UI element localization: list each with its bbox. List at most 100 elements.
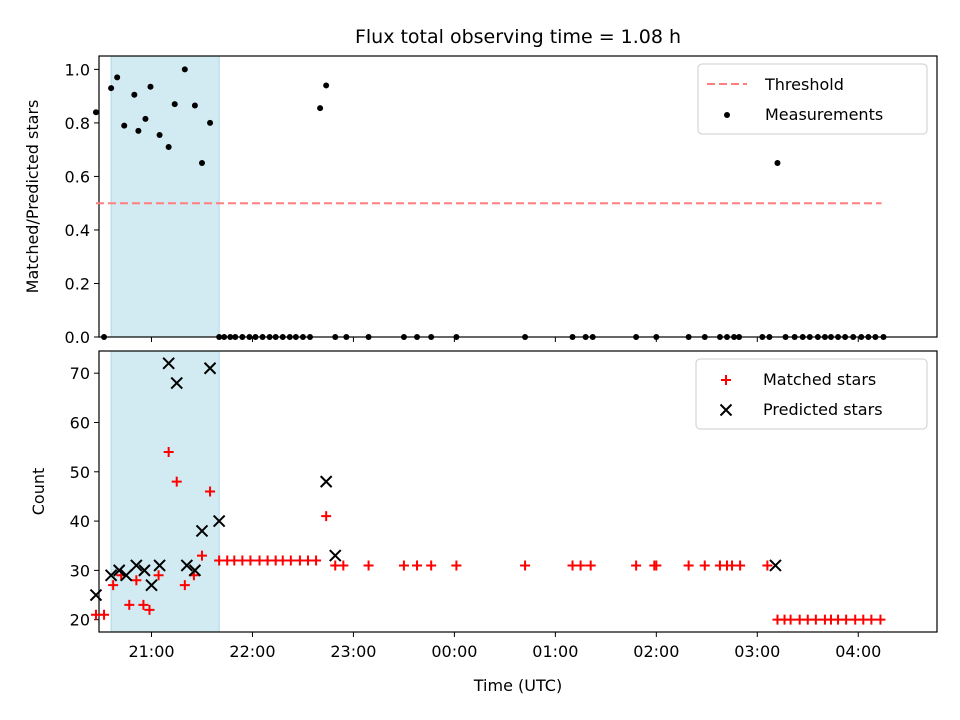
measurement-point	[653, 334, 660, 340]
x-tick-label: 00:00	[431, 642, 477, 661]
y-axis-label: Count	[29, 468, 48, 516]
legend-predicted-label: Predicted stars	[763, 400, 883, 419]
matched-star-point	[875, 614, 886, 625]
matched-star-point	[810, 614, 821, 625]
chart-title: Flux total observing time = 1.08 h	[355, 26, 681, 48]
measurement-point	[858, 334, 865, 340]
predicted-star-point	[145, 578, 158, 592]
measurement-point	[453, 334, 460, 340]
measurement-point	[821, 334, 828, 340]
x-tick-label: 22:00	[229, 642, 275, 661]
measurement-point	[589, 334, 596, 340]
predicted-star-point	[162, 357, 175, 370]
measurement-point	[522, 334, 529, 340]
predicted-star-point	[195, 524, 209, 538]
bottom-panel-count: 20 30 40 50 60 70 21:00 22:00 23:00 00:00 01:00 02:…	[29, 350, 938, 661]
measurement-point	[716, 334, 723, 340]
predicted-star-point	[319, 475, 333, 488]
measurement-point	[299, 334, 306, 340]
predicted-star-point	[170, 376, 183, 390]
matched-star-point	[735, 560, 746, 571]
matched-star-point	[124, 599, 135, 610]
measurement-point	[92, 109, 99, 116]
predicted-star-point	[130, 559, 143, 572]
matched-star-point	[153, 570, 164, 581]
matched-star-point	[585, 560, 596, 571]
measurement-point	[850, 334, 857, 340]
legend-frame	[697, 63, 928, 135]
x-tick-label: 02:00	[633, 642, 679, 661]
top-panel-ratio: 0.0 0.2 0.4 0.6 0.8 1.0 Matched/Predicted star…	[23, 55, 938, 347]
matched-star-point	[285, 555, 296, 566]
measurement-point	[774, 160, 781, 167]
measurement-point	[343, 334, 350, 340]
y-tick-label: 20	[70, 611, 90, 630]
matched-star-point	[451, 560, 462, 571]
matched-star-point	[426, 560, 437, 571]
predicted-star-point	[769, 559, 782, 572]
predicted-star-point	[120, 569, 133, 582]
measurement-point	[791, 334, 798, 340]
legend-threshold-label: Threshold	[764, 75, 844, 94]
legend-frame	[695, 358, 928, 430]
x-tick-label: 03:00	[734, 642, 780, 661]
measurement-point	[414, 334, 421, 340]
measurement-point	[279, 334, 286, 340]
x-tick-label: 23:00	[330, 642, 376, 661]
matched-star-point	[631, 560, 642, 571]
measurement-point	[701, 334, 708, 340]
measurement-point	[286, 334, 293, 340]
axes-frame	[98, 350, 938, 633]
measurement-point	[400, 334, 407, 340]
measurement-point	[171, 101, 178, 108]
matched-star-point	[179, 580, 190, 591]
measurement-point	[198, 160, 205, 167]
measurement-point	[880, 334, 887, 340]
predicted-star-point	[153, 559, 166, 572]
legend-matched-swatch	[721, 375, 731, 385]
y-tick-label: 0.0	[65, 328, 90, 347]
measurement-point	[323, 82, 330, 89]
matched-star-point	[131, 575, 142, 586]
measurement-point	[147, 83, 154, 90]
measurement-point	[872, 334, 879, 340]
measurement-point	[633, 334, 640, 340]
predicted-star-point	[203, 362, 217, 375]
measurement-point	[272, 334, 279, 340]
x-tick-label: 21:00	[128, 642, 174, 661]
measurement-point	[191, 102, 198, 109]
measurement-point	[865, 334, 872, 340]
measurement-point	[827, 334, 834, 340]
matched-star-point	[363, 560, 374, 571]
measurement-point	[292, 334, 299, 340]
legend-measurements-swatch	[724, 112, 730, 118]
measurement-point	[216, 334, 223, 340]
predicted-star-point	[329, 549, 342, 562]
predicted-star-point	[180, 559, 194, 572]
measurement-point	[365, 334, 372, 340]
measurement-point	[227, 334, 234, 340]
legend-measurements-label: Measurements	[765, 105, 883, 124]
y-tick-label: 60	[70, 413, 90, 432]
measurement-point	[723, 334, 730, 340]
measurement-point	[142, 115, 149, 122]
matched-star-point	[245, 555, 256, 566]
matched-star-point	[762, 560, 773, 571]
matched-star-point	[683, 560, 694, 571]
measurement-point	[246, 334, 253, 340]
legend-predicted-swatch	[719, 403, 733, 417]
x-axis-label: Time (UTC)	[473, 676, 562, 695]
y-tick-label: 40	[70, 512, 90, 531]
matched-star-point	[575, 560, 586, 571]
matched-star-point	[108, 580, 119, 591]
legend-bottom: Matched stars Predicted stars	[695, 358, 928, 430]
predicted-star-point	[89, 588, 103, 602]
measurement-point	[582, 334, 589, 340]
shaded-interval	[110, 350, 220, 633]
matched-star-point	[651, 560, 662, 571]
matched-star-point	[205, 486, 216, 497]
measurement-point	[799, 334, 806, 340]
measurement-point	[569, 334, 576, 340]
measurement-point	[759, 334, 766, 340]
